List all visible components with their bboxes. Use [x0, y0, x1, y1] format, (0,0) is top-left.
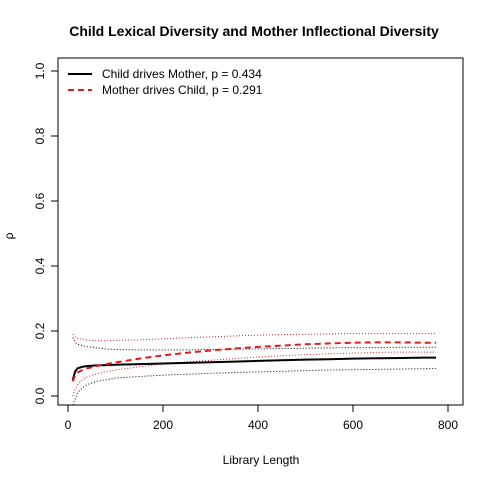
y-tick-label: 0.0 — [33, 387, 47, 404]
upper-band-mother-drives-child — [72, 333, 437, 342]
x-tick-label: 200 — [153, 418, 173, 432]
series-lines — [71, 341, 437, 382]
y-tick-label: 0.2 — [33, 322, 47, 339]
legend: Child drives Mother, p = 0.434 Mother dr… — [68, 67, 263, 97]
plot-frame — [57, 57, 464, 406]
y-tick-label: 1.0 — [33, 62, 47, 79]
upper-band-child-drives-mother — [72, 337, 437, 351]
x-tick-label: 800 — [438, 418, 458, 432]
series-line-mother-drives-child — [71, 341, 437, 382]
y-tick-label: 0.6 — [33, 192, 47, 209]
legend-label-mother-drives-child: Mother drives Child, p = 0.291 — [102, 83, 263, 97]
x-tick-label: 0 — [65, 418, 72, 432]
x-axis: 0 200 400 600 800 — [65, 404, 458, 432]
chart-title: Child Lexical Diversity and Mother Infle… — [69, 23, 439, 39]
y-axis-label: ρ — [2, 232, 16, 239]
legend-label-child-drives-mother: Child drives Mother, p = 0.434 — [102, 67, 262, 81]
x-axis-label: Library Length — [223, 453, 300, 467]
confidence-bands — [72, 333, 437, 406]
y-tick-label: 0.8 — [33, 127, 47, 144]
series-line-child-drives-mother — [71, 356, 437, 381]
x-tick-label: 400 — [248, 418, 268, 432]
x-tick-label: 600 — [343, 418, 363, 432]
y-tick-label: 0.4 — [33, 257, 47, 274]
lower-band-child-drives-mother — [72, 367, 437, 406]
lower-band-mother-drives-child — [72, 351, 437, 397]
y-axis: 0.0 0.2 0.4 0.6 0.8 1.0 — [33, 62, 59, 404]
